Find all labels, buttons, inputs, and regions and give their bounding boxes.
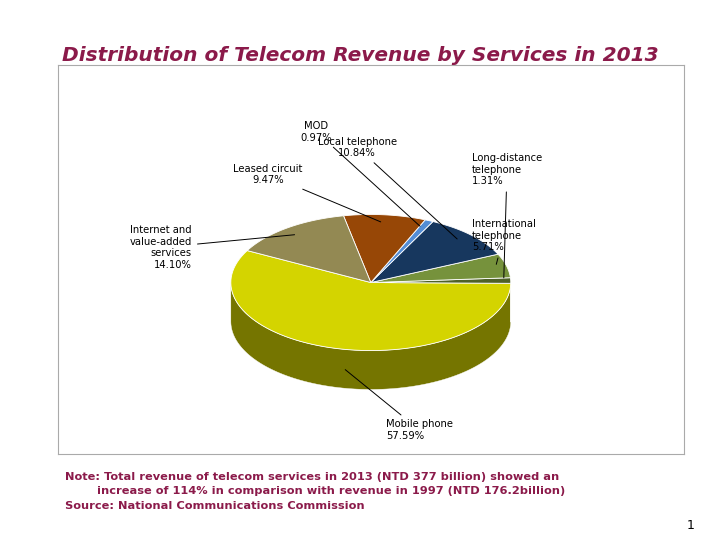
Text: International
telephone
5.71%: International telephone 5.71% (472, 219, 536, 265)
Text: Mobile phone
57.59%: Mobile phone 57.59% (346, 370, 454, 441)
Text: increase of 114% in comparison with revenue in 1997 (NTD 176.2billion): increase of 114% in comparison with reve… (65, 486, 565, 496)
Text: Note: Total revenue of telecom services in 2013 (NTD 377 billion) showed an: Note: Total revenue of telecom services … (65, 472, 559, 483)
Text: Source: National Communications Commission: Source: National Communications Commissi… (65, 501, 364, 511)
Text: MOD
0.97%: MOD 0.97% (300, 121, 420, 226)
Text: 1: 1 (687, 519, 695, 532)
Polygon shape (247, 216, 371, 282)
Polygon shape (231, 251, 510, 350)
Polygon shape (371, 254, 510, 282)
Polygon shape (371, 220, 433, 282)
Polygon shape (231, 282, 510, 389)
Text: Long-distance
telephone
1.31%: Long-distance telephone 1.31% (472, 153, 542, 278)
Polygon shape (343, 214, 426, 282)
Text: Internet and
value-added
services
14.10%: Internet and value-added services 14.10% (130, 225, 294, 270)
Text: Leased circuit
9.47%: Leased circuit 9.47% (233, 164, 381, 222)
Text: Local telephone
10.84%: Local telephone 10.84% (318, 137, 457, 239)
Polygon shape (371, 221, 498, 282)
Polygon shape (371, 278, 510, 284)
Text: Distribution of Telecom Revenue by Services in 2013: Distribution of Telecom Revenue by Servi… (62, 46, 658, 65)
